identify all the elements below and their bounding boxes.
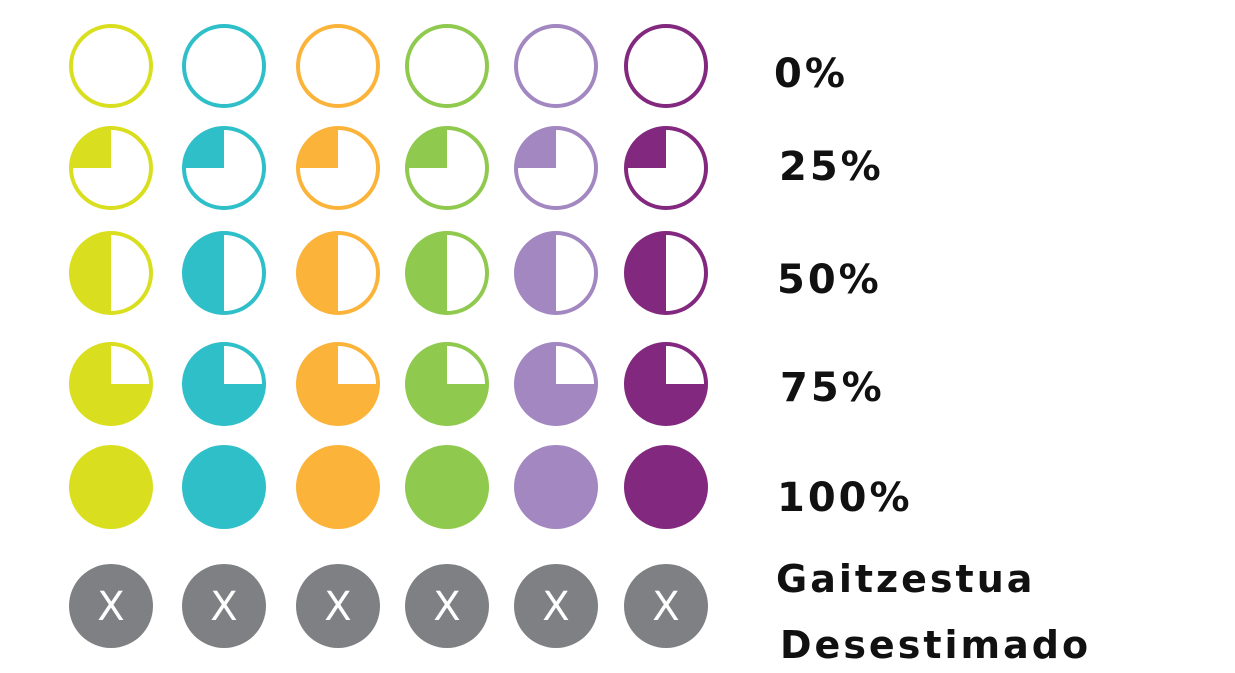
rejected-x-icon: X	[69, 564, 153, 648]
progress-circle-75-icon	[296, 342, 380, 426]
progress-circle-25-icon	[69, 126, 153, 210]
label-progress-25: 25%	[779, 144, 884, 190]
progress-circle-75-icon	[405, 342, 489, 426]
progress-circle-0-icon	[182, 24, 266, 108]
progress-circle-100-icon	[514, 445, 598, 529]
rejected-x-icon: X	[624, 564, 708, 648]
svg-text:X: X	[324, 584, 351, 630]
progress-circle-75-icon	[624, 342, 708, 426]
progress-circle-75-icon	[182, 342, 266, 426]
progress-circle-100-icon	[405, 445, 489, 529]
progress-circle-50-icon	[405, 231, 489, 315]
progress-circle-100-icon	[296, 445, 380, 529]
progress-circle-50-icon	[296, 231, 380, 315]
svg-text:X: X	[542, 584, 569, 630]
progress-circle-75-icon	[514, 342, 598, 426]
progress-circle-25-icon	[296, 126, 380, 210]
progress-circle-100-icon	[182, 445, 266, 529]
progress-circle-25-icon	[514, 126, 598, 210]
progress-circle-50-icon	[514, 231, 598, 315]
progress-circle-100-icon	[69, 445, 153, 529]
label-progress-50: 50%	[777, 257, 882, 303]
label-progress-100: 100%	[777, 475, 913, 521]
svg-text:X: X	[97, 584, 124, 630]
progress-circle-50-icon	[624, 231, 708, 315]
label-rejected-spanish: Desestimado	[780, 623, 1092, 667]
progress-circle-25-icon	[405, 126, 489, 210]
label-rejected-basque: Gaitzestua	[776, 557, 1036, 601]
label-progress-75: 75%	[780, 365, 885, 411]
progress-circle-0-icon	[624, 24, 708, 108]
rejected-x-icon: X	[296, 564, 380, 648]
progress-circle-0-icon	[405, 24, 489, 108]
svg-text:X: X	[652, 584, 679, 630]
label-progress-0: 0%	[774, 51, 848, 97]
progress-circle-50-icon	[69, 231, 153, 315]
progress-circle-50-icon	[182, 231, 266, 315]
progress-circle-75-icon	[69, 342, 153, 426]
progress-circle-100-icon	[624, 445, 708, 529]
rejected-x-icon: X	[514, 564, 598, 648]
progress-circle-0-icon	[296, 24, 380, 108]
progress-circle-0-icon	[514, 24, 598, 108]
svg-text:X: X	[210, 584, 237, 630]
progress-circle-25-icon	[624, 126, 708, 210]
rejected-x-icon: X	[182, 564, 266, 648]
progress-circle-0-icon	[69, 24, 153, 108]
svg-text:X: X	[433, 584, 460, 630]
progress-circle-25-icon	[182, 126, 266, 210]
rejected-x-icon: X	[405, 564, 489, 648]
